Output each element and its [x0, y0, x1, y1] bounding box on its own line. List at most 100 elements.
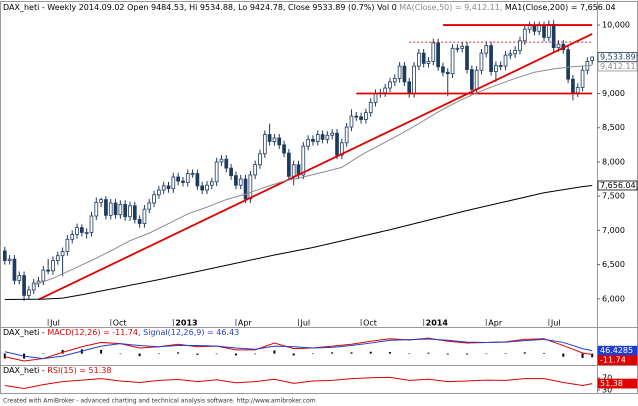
candle-body	[349, 115, 354, 128]
y-tick-label: 7,000	[602, 226, 625, 235]
chart-title: DAX_heti -	[3, 366, 45, 375]
chart-title: DAX_heti - Weekly 2014.09.02 Open 9484.5…	[3, 3, 397, 12]
candle-body	[219, 158, 224, 163]
candle-body	[80, 227, 84, 233]
candle-body	[344, 126, 349, 144]
histogram-bar	[61, 349, 64, 354]
y-tick-label: 6,000	[602, 294, 625, 303]
histogram-bar	[119, 353, 122, 355]
histogram-bar	[42, 353, 45, 355]
candle-body	[267, 134, 272, 142]
candle-body	[7, 258, 12, 261]
candle-body	[282, 144, 286, 154]
candle-body	[547, 23, 551, 38]
candle-body	[426, 60, 431, 64]
candle-body	[253, 164, 258, 176]
candle-body	[84, 232, 89, 234]
candle-body	[301, 145, 306, 176]
candle-body	[75, 227, 79, 235]
candle-body	[185, 173, 190, 183]
candle-body	[46, 269, 50, 272]
histogram-bar	[157, 353, 160, 355]
candle-body	[306, 138, 310, 147]
series-line	[33, 64, 593, 286]
candle-body	[2, 250, 7, 261]
candle-body	[474, 69, 479, 90]
candle-body	[503, 54, 508, 67]
histogram-bar	[138, 353, 141, 357]
histogram-bar	[523, 352, 526, 354]
candle-body	[364, 112, 368, 120]
candle-body	[537, 25, 542, 32]
histogram-bar	[234, 353, 237, 356]
histogram-bar	[215, 353, 218, 355]
candle-body	[161, 185, 166, 191]
histogram-bar	[273, 350, 276, 354]
series-line	[4, 338, 593, 360]
candle-body	[287, 152, 291, 177]
legend-entry: RSI(15) = 51.38	[47, 366, 111, 375]
histogram-bar	[591, 353, 594, 358]
candle-body	[571, 78, 575, 94]
candle-body	[171, 176, 176, 190]
histogram-bar	[369, 351, 372, 354]
trend-line	[38, 33, 593, 301]
candle-body	[12, 258, 17, 281]
histogram-bar	[311, 353, 314, 355]
legend-entry: Signal(12,26,9) = 46.43	[143, 328, 239, 337]
value-box	[597, 378, 638, 389]
x-tick-label: Oct	[113, 319, 127, 328]
candle-body	[31, 282, 36, 291]
candle-body	[421, 52, 426, 64]
candle-body	[147, 202, 152, 210]
value-box	[597, 355, 638, 366]
value-label: 9,533.89	[600, 52, 636, 61]
candle-body	[243, 178, 248, 200]
candle-body	[181, 180, 185, 183]
candle-body	[108, 202, 113, 216]
histogram-bar	[543, 352, 546, 354]
histogram-bar	[562, 353, 565, 357]
histogram-bar	[408, 353, 411, 355]
candle-body	[330, 132, 335, 136]
candle-body	[157, 189, 161, 196]
candle-body	[315, 134, 320, 142]
candle-body	[436, 42, 440, 68]
histogram-bar	[388, 352, 391, 354]
candle-body	[460, 45, 465, 49]
candle-body	[277, 137, 282, 146]
value-box	[597, 61, 638, 72]
histogram-bar	[100, 349, 103, 354]
histogram-bar	[177, 352, 180, 354]
histogram-bar	[3, 353, 6, 359]
candle-body	[441, 66, 445, 73]
candle-body	[224, 158, 229, 169]
candle-body	[373, 93, 378, 103]
footer: Created with AmiBroker - advanced charti…	[3, 398, 316, 405]
candle-body	[123, 203, 128, 218]
legend-entry: MA(Close,50) = 9,412.11,	[399, 3, 502, 12]
candle-body	[132, 205, 137, 220]
candle-body	[566, 49, 570, 80]
candle-body	[311, 138, 315, 142]
histogram-bar	[196, 353, 199, 355]
candle-body	[542, 25, 546, 38]
candle-body	[580, 69, 585, 88]
candle-body	[417, 52, 421, 67]
rsi-header: DAX_heti - RSI(15) = 51.38	[3, 366, 111, 375]
y-tick-label: 9,000	[602, 89, 625, 98]
x-tick-label: Jul	[49, 319, 60, 328]
x-tick-label: Apr	[238, 319, 253, 328]
candle-body	[556, 43, 561, 49]
candle-body	[325, 134, 330, 140]
candle-body	[104, 199, 108, 216]
value-box	[597, 52, 638, 62]
candle-body	[118, 203, 123, 216]
histogram-bar	[254, 353, 257, 355]
candle-body	[431, 42, 436, 62]
candle-body	[402, 65, 407, 83]
candle-body	[494, 65, 498, 73]
x-tick-label: Jul	[300, 319, 311, 328]
candle-body	[513, 49, 517, 55]
